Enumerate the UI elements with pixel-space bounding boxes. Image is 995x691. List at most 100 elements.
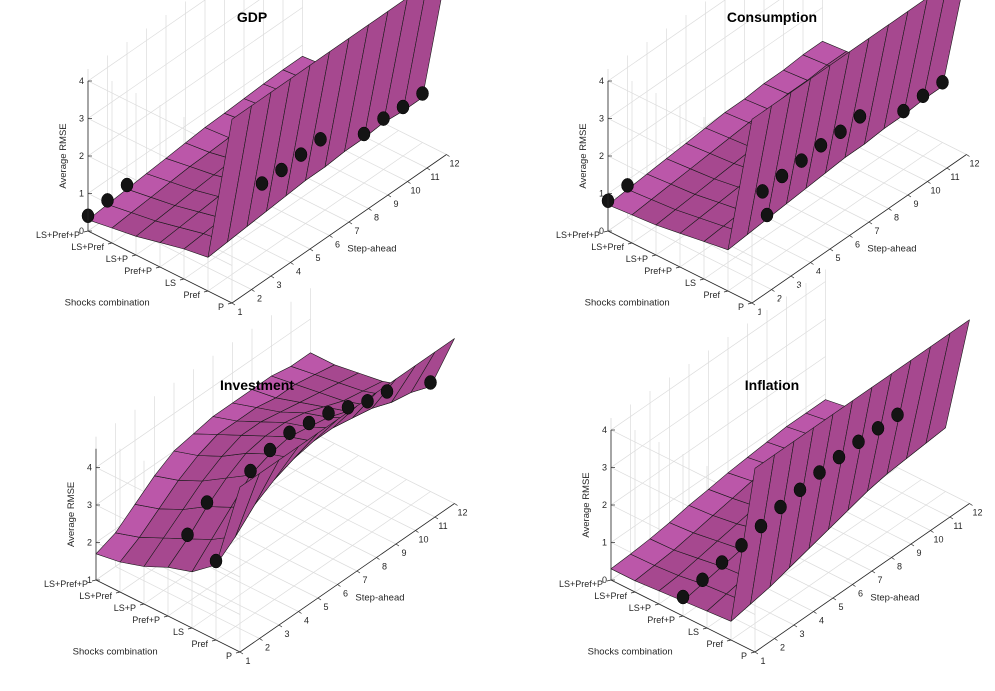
x-tick	[852, 584, 856, 587]
y-tick-label: P	[741, 651, 747, 661]
x-tick-label: 2	[257, 294, 262, 304]
x-tick-label: 8	[897, 562, 902, 572]
y-tick-label: LS	[173, 627, 184, 637]
grid-line	[183, 130, 399, 280]
z-tick-label: 0	[602, 575, 607, 585]
y-tick-label: Pref+P	[124, 266, 152, 276]
y-tick-label: LS	[688, 627, 699, 637]
x-tick	[407, 181, 411, 184]
min-marker	[283, 425, 296, 441]
min-marker	[396, 99, 410, 115]
grid-line	[727, 142, 943, 292]
x-tick-label: 1	[760, 656, 765, 666]
y-axis-label: Shocks combination	[65, 298, 150, 309]
y-tick-label: Pref	[191, 639, 208, 649]
min-marker	[209, 553, 223, 569]
panel-consumption: 123456789101112PPrefLSPref+PLS+PLS+PrefL…	[556, 0, 980, 317]
x-tick-label: 11	[953, 521, 962, 531]
z-tick-label: 2	[79, 151, 84, 161]
x-tick	[790, 275, 795, 279]
x-tick	[751, 302, 756, 306]
min-marker	[294, 147, 308, 162]
x-tick-label: 9	[913, 199, 918, 209]
x-tick	[454, 503, 458, 506]
z-tick-label: 1	[602, 538, 607, 548]
x-tick-label: 8	[894, 213, 899, 223]
x-tick	[946, 167, 951, 171]
y-tick	[699, 278, 705, 281]
z-tick-label: 4	[599, 76, 604, 86]
z-axis-label: Average RMSE	[58, 123, 69, 188]
min-marker	[275, 162, 288, 178]
x-tick-label: 2	[265, 643, 270, 653]
y-tick-label: Pref	[183, 290, 200, 300]
x-tick	[251, 289, 255, 292]
y-axis-label: Shocks combination	[73, 647, 158, 658]
min-marker	[263, 442, 277, 458]
min-marker	[101, 193, 114, 208]
y-tick-label: LS+P	[629, 603, 651, 613]
z-tick-label: 1	[79, 189, 84, 199]
x-tick	[387, 194, 392, 198]
x-tick-label: 12	[449, 159, 459, 169]
min-marker	[377, 111, 390, 126]
min-marker	[813, 465, 826, 480]
x-tick-label: 4	[304, 616, 309, 626]
x-tick	[395, 543, 400, 547]
y-tick	[627, 242, 633, 245]
x-tick	[356, 570, 361, 574]
x-tick-label: 12	[972, 508, 982, 518]
x-tick	[966, 154, 970, 157]
min-marker	[200, 495, 214, 510]
grid-line	[143, 455, 359, 605]
min-marker	[834, 124, 847, 140]
x-tick	[426, 167, 431, 171]
y-tick	[179, 278, 185, 281]
x-tick-label: 10	[930, 186, 940, 196]
min-marker	[715, 555, 729, 570]
x-tick-label: 6	[855, 240, 860, 250]
x-axis	[754, 503, 970, 653]
x-axis	[239, 503, 455, 653]
z-tick-label: 1	[599, 189, 604, 199]
x-tick	[376, 557, 380, 560]
min-marker	[314, 132, 327, 147]
x-tick	[774, 638, 778, 641]
x-tick-label: 4	[816, 267, 821, 277]
min-marker	[754, 518, 768, 534]
x-tick-label: 5	[838, 602, 843, 612]
y-tick	[723, 290, 729, 293]
x-tick	[348, 221, 353, 225]
x-tick-label: 12	[969, 159, 979, 169]
x-tick	[949, 516, 954, 520]
x-tick	[927, 181, 931, 184]
y-tick-label: LS+Pref	[591, 242, 624, 252]
chart-title: Investment	[220, 377, 294, 393]
min-marker	[341, 400, 355, 415]
x-tick	[813, 611, 817, 614]
grid-line	[167, 467, 383, 617]
grid-line	[703, 130, 919, 280]
z-tick-label: 1	[87, 575, 92, 585]
y-tick	[83, 230, 89, 233]
x-tick	[329, 235, 333, 238]
y-tick-label: LS+P	[114, 603, 136, 613]
min-marker	[302, 415, 316, 431]
x-tick-label: 8	[382, 562, 387, 572]
x-tick-label: 5	[323, 602, 328, 612]
min-marker	[936, 75, 949, 90]
x-tick-label: 4	[819, 616, 824, 626]
x-axis-label: Step-ahead	[355, 592, 404, 603]
y-tick	[603, 230, 609, 233]
x-tick-label: 11	[950, 172, 959, 182]
y-tick	[654, 603, 660, 606]
y-tick-label: LS+Pref	[79, 591, 112, 601]
x-tick	[907, 194, 912, 198]
x-tick	[290, 262, 294, 265]
x-tick	[771, 289, 775, 292]
y-tick	[107, 242, 113, 245]
min-marker	[916, 88, 930, 104]
min-marker	[416, 86, 429, 101]
y-tick-label: LS	[165, 278, 176, 288]
x-tick-label: 2	[777, 294, 782, 304]
